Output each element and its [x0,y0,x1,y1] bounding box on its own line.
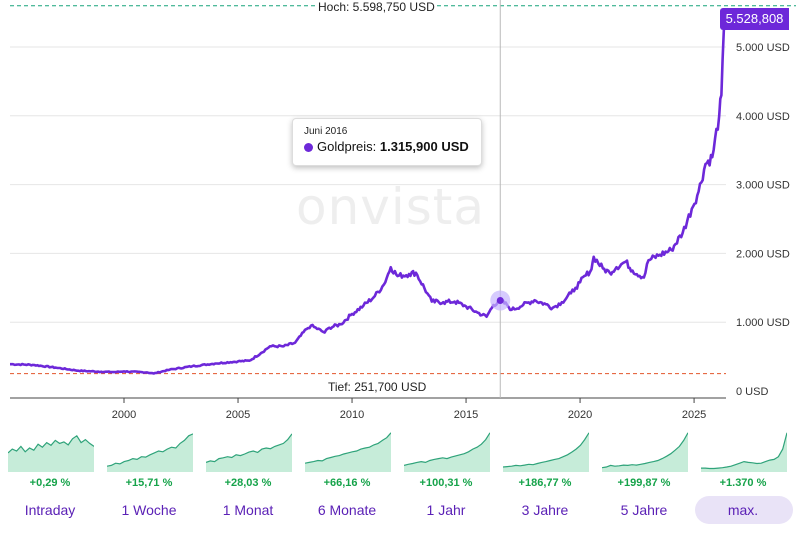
tooltip-series: Goldpreis: [317,139,377,154]
sparkline-line [404,432,490,466]
range-label: 1 Woche [121,502,177,518]
range-change: +15,71 % [125,477,173,489]
range-option[interactable]: +0,29 % Intraday [4,428,96,528]
range-option[interactable]: +199,87 % 5 Jahre [598,428,690,528]
range-option[interactable]: +186,77 % 3 Jahre [499,428,591,528]
sparkline [8,434,94,472]
sparkline-line [701,432,787,470]
y-axis-labels: 0 USD 1.000 USD 2.000 USD 3.000 USD 4.000 US… [736,42,790,398]
range-change: +1.370 % [719,477,767,489]
range-option[interactable]: +28,03 % 1 Monat [202,428,294,528]
sparkline-area [503,432,589,472]
sparkline [206,433,292,472]
price-chart[interactable]: 0 USD 1.000 USD 2.000 USD 3.000 USD 4.000 US… [0,0,799,420]
sparkline-area [206,433,292,472]
range-label: 1 Jahr [426,502,466,518]
tooltip-row: Goldpreis: 1.315,900 USD [304,139,469,154]
y-tick-label: 2.000 USD [736,248,790,260]
range-label: 6 Monate [317,502,377,518]
series-dot-icon [304,143,313,153]
last-value-badge: 5.528,808 [720,8,789,30]
range-label: max. [727,502,759,518]
range-label: Intraday [24,502,76,518]
range-change: +100,31 % [419,477,473,489]
y-tick-label: 0 USD [736,386,768,398]
range-change: +66,16 % [323,477,371,489]
sparkline-line [8,434,94,454]
range-change: +28,03 % [224,477,272,489]
range-option[interactable]: +15,71 % 1 Woche [103,428,195,528]
y-tick-label: 4.000 USD [736,111,790,123]
x-tick-label: 2015 [454,409,478,420]
sparkline-line [305,432,391,464]
low-label: Tief: 251,700 USD [326,380,429,394]
gold-price-line [10,10,727,375]
x-axis: 2000 2005 2010 2015 2020 2025 [10,397,726,420]
x-tick-label: 2000 [112,409,136,420]
sparkline [503,432,589,472]
watermark-logo: onvista [296,178,486,236]
sparkline-area [404,432,490,472]
tooltip-date: Juni 2016 [304,126,348,137]
sparkline-line [602,432,688,469]
sparkline [701,432,787,472]
range-label: 5 Jahre [620,502,668,518]
x-tick-label: 2010 [340,409,364,420]
range-option[interactable]: +1.370 % max. [695,428,793,528]
y-tick-label: 3.000 USD [736,180,790,192]
sparkline [602,432,688,472]
tooltip: Juni 2016 Goldpreis: 1.315,900 USD [292,118,482,166]
x-tick-label: 2005 [226,409,250,420]
y-tick-label: 1.000 USD [736,317,790,329]
sparkline [404,432,490,472]
range-change: +186,77 % [518,477,572,489]
x-tick-label: 2020 [568,409,592,420]
sparkline [107,433,193,472]
sparkline-line [503,432,589,468]
range-label: 1 Monat [222,502,274,518]
sparkline-area [107,433,193,472]
sparkline-area [8,435,94,472]
range-option[interactable]: +66,16 % 6 Monate [301,428,393,528]
sparkline-line [206,433,292,463]
grid-lines [10,46,726,323]
range-option[interactable]: +100,31 % 1 Jahr [400,428,492,528]
range-change: +199,87 % [617,477,671,489]
hover-point [496,296,504,304]
high-label: Hoch: 5.598,750 USD [316,0,437,14]
range-label: 3 Jahre [521,502,569,518]
sparkline-area [305,432,391,472]
tooltip-value: 1.315,900 USD [379,139,469,154]
sparkline-area [701,432,787,472]
range-selector: +0,29 % Intraday +15,71 % 1 Woche +28,03 % 1 … [0,428,799,528]
x-tick-label: 2025 [682,409,706,420]
sparkline [305,432,391,472]
active-range-highlight [695,496,793,524]
y-tick-label: 5.000 USD [736,42,790,54]
range-change: +0,29 % [29,477,71,489]
sparkline-line [107,433,193,467]
sparkline-area [602,432,688,472]
